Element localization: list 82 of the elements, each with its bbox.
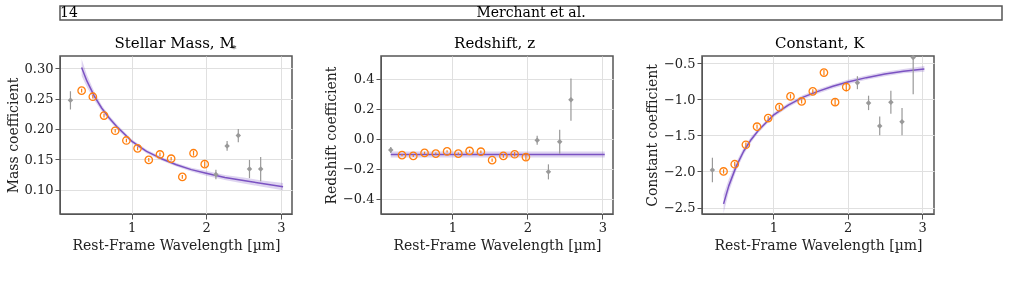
point: [830, 97, 840, 107]
x-tick-label: 1: [448, 219, 457, 235]
y-tick-label: −0.5: [663, 55, 696, 71]
point: [763, 113, 773, 123]
point: [752, 122, 762, 132]
point: [235, 132, 242, 139]
y-tick-label: 0.20: [24, 121, 54, 137]
point: [819, 68, 829, 77]
point: [568, 96, 574, 103]
point: [133, 144, 142, 153]
y-axis-title: Constant coefficient: [643, 63, 660, 207]
point: [545, 169, 552, 175]
point: [499, 151, 508, 161]
point: [155, 150, 165, 159]
y-tick-label: −1.5: [663, 127, 696, 143]
point: [786, 92, 795, 101]
y-tick-label: 0.2: [353, 101, 375, 117]
point: [556, 139, 563, 145]
point: [246, 166, 253, 172]
x-tick-label: 1: [127, 219, 137, 235]
y-axis-title: Mass coefficient: [4, 77, 21, 194]
y-axis-title: Redshift coefficient: [322, 66, 339, 205]
point: [730, 159, 740, 169]
text: 14: [60, 4, 78, 20]
x-tick-label: 2: [202, 219, 211, 235]
x-tick-label: 3: [918, 219, 927, 235]
x-tick-label: 1: [769, 219, 779, 235]
x-tick-label: 3: [277, 219, 286, 235]
point: [408, 151, 418, 161]
y-tick-label: −0.2: [342, 161, 375, 177]
y-tick-label: 0.0: [353, 131, 375, 147]
point: [888, 99, 894, 105]
point: [166, 154, 176, 164]
x-axis-title: Rest-Frame Wavelength [µm]: [72, 236, 281, 253]
point: [854, 79, 861, 86]
y-tick-label: −0.4: [342, 191, 375, 207]
x-tick-label: 2: [523, 219, 533, 235]
point: [510, 149, 519, 159]
point: [465, 146, 474, 156]
point: [453, 149, 463, 159]
point: [487, 155, 497, 165]
point: [741, 140, 751, 150]
y-tick-label: 0.15: [24, 151, 54, 167]
y-tick-label: 0.30: [24, 60, 54, 76]
point: [709, 167, 716, 173]
x-axis-title: Rest-Frame Wavelength [µm]: [714, 236, 923, 253]
point: [865, 100, 872, 106]
chart-title: Redshift, z: [454, 34, 536, 52]
point: [719, 167, 728, 176]
point: [899, 118, 905, 125]
point: [442, 147, 452, 156]
point: [808, 87, 818, 96]
point: [397, 150, 407, 160]
x-axis-title: Rest-Frame Wavelength [µm]: [393, 236, 602, 253]
point: [521, 152, 531, 162]
point: [431, 149, 441, 159]
point: [122, 136, 131, 145]
point: [99, 111, 109, 120]
y-tick-label: 0.25: [24, 91, 54, 107]
point: [77, 86, 86, 95]
point: [257, 166, 264, 172]
x-tick-label: 2: [844, 219, 853, 235]
point: [774, 102, 784, 112]
x-tick-label: 3: [598, 219, 608, 235]
text: Merchant et al.: [476, 4, 586, 20]
point: [88, 92, 98, 102]
chart-title: Stellar Mass, M*: [114, 34, 237, 54]
point: [876, 123, 883, 129]
point: [200, 159, 210, 169]
point: [144, 155, 154, 165]
point: [110, 126, 120, 136]
y-tick-label: −2.5: [663, 200, 696, 216]
point: [910, 54, 916, 61]
y-tick-label: −1.0: [663, 91, 696, 107]
y-tick-label: 0.4: [353, 71, 375, 87]
y-tick-label: 0.10: [24, 182, 54, 198]
chart-title: Constant, K: [775, 34, 866, 52]
point: [177, 172, 187, 182]
point: [797, 97, 806, 106]
point: [841, 82, 851, 92]
point: [476, 147, 486, 157]
y-tick-label: −2.0: [663, 163, 696, 179]
